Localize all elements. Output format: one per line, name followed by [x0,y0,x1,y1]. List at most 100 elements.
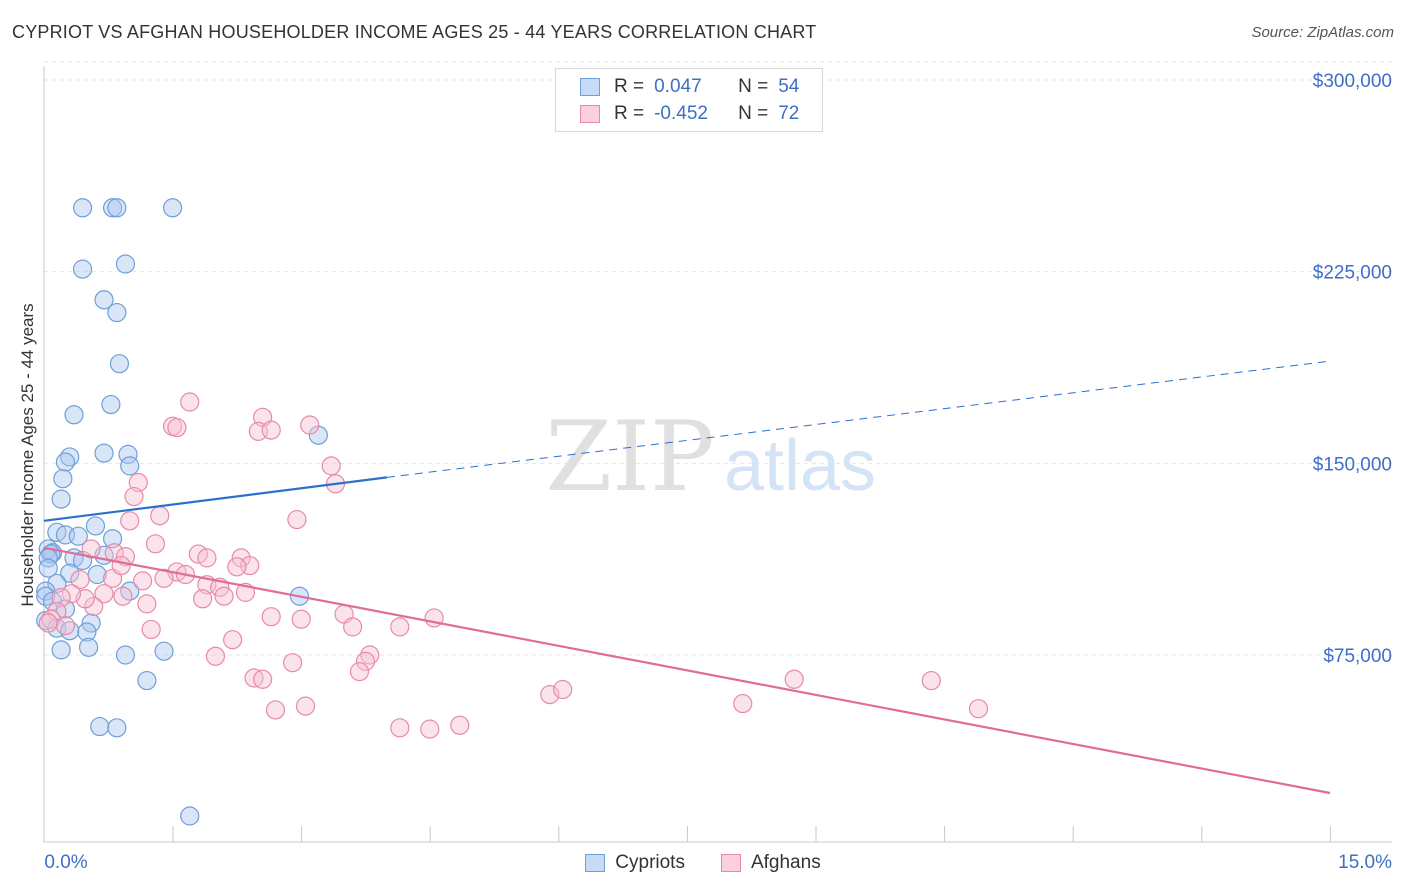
point-cypriots [115,254,136,274]
trendline-cypriots [43,476,388,522]
series-swatch-afghans [720,854,741,872]
point-cypriots [55,452,76,472]
point-afghans [227,557,247,577]
point-cypriots [78,637,99,657]
point-afghans [167,417,187,438]
point-cypriots [53,469,73,489]
point-afghans [420,719,440,739]
point-afghans [390,718,410,738]
point-cypriots [72,259,93,279]
legend-n-value: 72 [778,103,800,124]
point-afghans [253,669,273,689]
legend-swatch-cypriots [580,78,600,96]
point-afghans [214,586,234,606]
point-afghans [300,415,320,435]
x-tick-label: 15.0% [1338,852,1392,873]
point-cypriots [163,198,183,218]
point-afghans [141,619,161,640]
chart-axes [43,66,1392,843]
point-afghans [81,539,101,559]
point-afghans [733,693,753,714]
chart-source: Source: ZipAtlas.com [1251,24,1394,41]
series-legend: Cypriots Afghans [0,852,1406,874]
legend-n-label: N = [738,76,769,97]
trendline-extension-cypriots [386,360,1331,478]
point-afghans [115,547,136,567]
point-afghans [265,700,286,720]
point-afghans [137,594,157,614]
point-afghans [197,548,217,568]
legend-r-label: R = [614,76,645,97]
point-afghans [124,486,144,507]
point-afghans [70,570,90,590]
point-afghans [540,685,560,705]
point-afghans [390,617,410,637]
point-cypriots [109,354,130,374]
legend-row-afghans: R = -0.452 N = 72 [580,102,799,126]
point-cypriots [120,456,140,476]
y-tick-label: $300,000 [1313,71,1392,92]
point-afghans [132,571,153,591]
chart-title: CYPRIOT VS AFGHAN HOUSEHOLDER INCOME AGE… [12,22,817,42]
correlation-legend: R = 0.047 N = 54 R = -0.452 N = 72 [555,68,823,132]
series-legend-afghans: Afghans [720,852,821,874]
point-afghans [180,392,200,412]
legend-swatch-afghans [580,105,600,123]
point-afghans [343,617,363,637]
point-afghans [450,715,470,735]
point-afghans [321,456,341,476]
point-cypriots [137,670,157,691]
point-afghans [55,616,76,636]
point-cypriots [102,198,123,218]
point-afghans [553,679,573,700]
point-cypriots [77,622,97,642]
point-afghans [283,653,303,673]
point-cypriots [101,394,121,415]
point-afghans [295,696,316,716]
point-cypriots [154,641,174,661]
point-cypriots [87,564,107,585]
chart-points [36,198,989,826]
point-cypriots [107,198,127,218]
point-cypriots [107,302,127,323]
y-tick-label: $150,000 [1313,454,1392,475]
point-afghans [355,651,376,671]
point-afghans [205,646,226,666]
legend-n-label: N = [738,103,769,124]
point-cypriots [60,563,80,583]
point-afghans [145,534,166,554]
legend-n-value: 54 [778,76,800,97]
point-cypriots [51,640,71,660]
point-afghans [287,509,307,530]
chart-trends [43,360,1331,795]
point-afghans [223,630,243,650]
series-swatch-cypriots [585,854,606,872]
point-cypriots [38,558,58,578]
point-cypriots [85,516,106,536]
point-afghans [261,420,281,440]
point-cypriots [102,529,123,549]
y-tick-label: $75,000 [1323,646,1392,667]
point-afghans [968,699,989,719]
series-label-cypriots: Cypriots [615,852,685,873]
point-cypriots [94,443,114,463]
x-tick-label: 0.0% [44,852,87,873]
series-legend-cypriots: Cypriots [585,852,685,874]
point-cypriots [107,718,127,738]
point-cypriots [115,645,136,665]
point-afghans [111,555,131,576]
point-cypriots [90,716,110,737]
point-afghans [193,589,213,609]
point-cypriots [51,489,71,509]
point-afghans [154,568,174,588]
legend-r-label: R = [614,103,645,124]
watermark-zip: ZIP [545,401,714,513]
legend-row-cypriots: R = 0.047 N = 54 [580,75,799,99]
trendline-afghans [43,546,1331,795]
series-label-afghans: Afghans [750,852,821,873]
point-afghans [120,511,140,531]
point-afghans [291,609,311,629]
point-afghans [38,613,58,633]
point-cypriots [72,198,93,218]
